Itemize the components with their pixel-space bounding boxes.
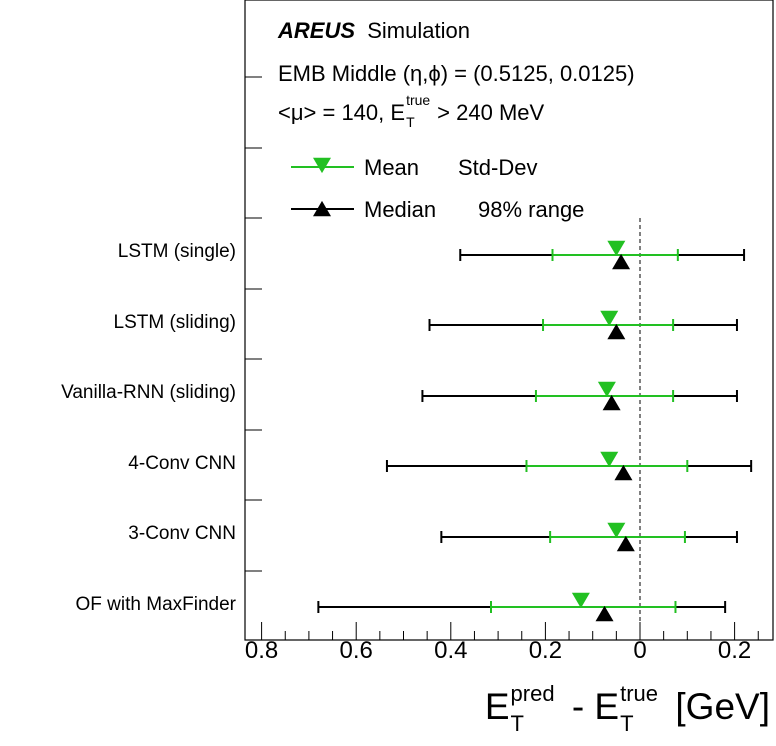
legend-median-label: Median: [364, 197, 437, 222]
legend-markers: [291, 157, 354, 217]
info-line-2-pre: <μ> = 140, E: [278, 100, 406, 125]
x-tick-label: 0.8: [244, 637, 279, 664]
x-title-sup2: true: [620, 681, 659, 706]
x-ticks: [261, 622, 759, 640]
mean-marker: [597, 381, 616, 398]
category-label: Vanilla-RNN (sliding): [61, 382, 236, 403]
info-line-2-post: > 240 MeV: [431, 100, 545, 125]
category-label: OF with MaxFinder: [75, 594, 236, 615]
median-marker: [595, 605, 614, 622]
median-marker: [614, 464, 633, 481]
mean-marker: [607, 522, 626, 539]
y-ticks: [245, 76, 262, 572]
mean-marker: [600, 451, 619, 468]
info-line-2-sub: T: [406, 114, 415, 130]
category-label: 3-Conv CNN: [128, 523, 236, 544]
data-marks: [317, 240, 753, 622]
x-title-e1: E: [484, 686, 510, 727]
median-marker: [607, 323, 626, 340]
info-line-1: EMB Middle (η,ϕ) = (0.5125, 0.0125): [278, 61, 635, 86]
median-marker: [602, 394, 621, 411]
legend-median-marker: [313, 200, 331, 217]
x-title-sub2: T: [620, 711, 634, 736]
legend-stddev-label: Std-Dev: [458, 155, 538, 180]
mean-marker: [571, 592, 590, 609]
median-marker: [616, 535, 635, 552]
category-label: LSTM (single): [117, 241, 236, 262]
info-line-2-sup: true: [406, 92, 431, 108]
x-title-sup1: pred: [510, 681, 555, 706]
category-label: LSTM (sliding): [113, 312, 236, 333]
plot-frame: [244, 0, 774, 641]
mean-marker: [600, 310, 619, 327]
legend-mean-label: Mean: [364, 155, 420, 180]
mean-marker: [607, 240, 626, 257]
x-tick-label: 0.2: [717, 637, 752, 664]
legend-range-label: 98% range: [478, 197, 585, 222]
legend-mean-marker: [313, 157, 331, 174]
x-title-mid: - E: [561, 686, 620, 727]
median-marker: [612, 253, 631, 270]
x-title-unit: [GeV]: [665, 686, 770, 727]
brand-suffix: Simulation: [367, 18, 470, 43]
x-tick-label: 0.4: [434, 637, 468, 664]
category-label: 4-Conv CNN: [128, 453, 236, 474]
x-title-sub1: T: [510, 711, 524, 736]
x-tick-label: 0: [633, 637, 647, 664]
x-tick-label: 0.2: [528, 637, 563, 664]
x-tick-label: 0.6: [339, 637, 373, 664]
brand-line: AREUS Simulation: [278, 18, 470, 44]
brand-name: AREUS: [278, 18, 356, 43]
